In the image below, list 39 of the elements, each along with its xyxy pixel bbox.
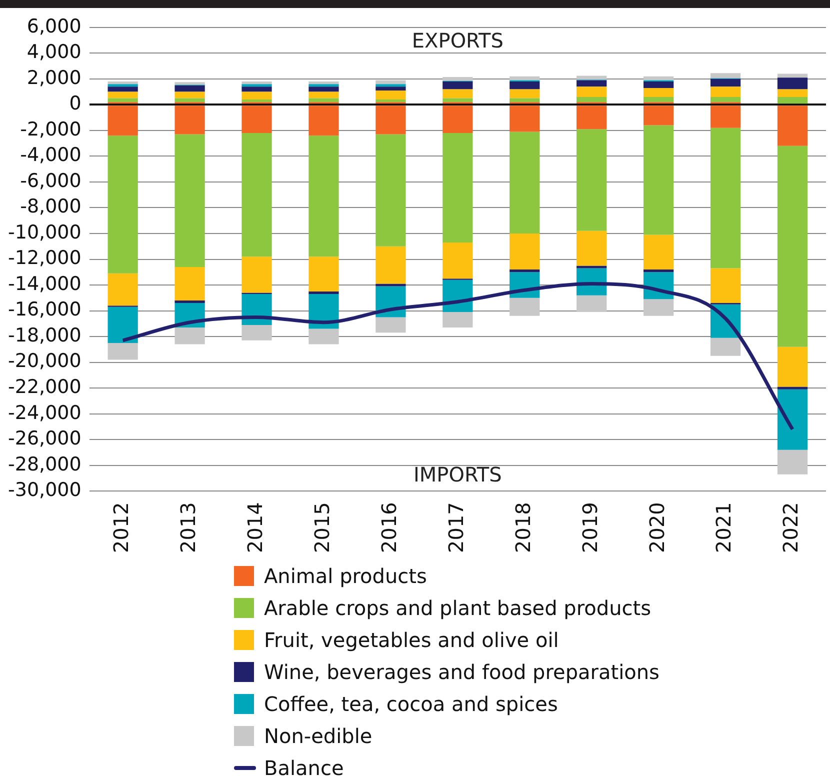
y-tick-label: -30,000 bbox=[8, 479, 82, 502]
x-tick-label: 2018 bbox=[510, 502, 535, 554]
y-tick-label: -8,000 bbox=[20, 196, 82, 218]
legend-label: Balance bbox=[264, 756, 344, 778]
legend-label: Wine, beverages and food preparations bbox=[264, 660, 660, 684]
x-tick-label: 2012 bbox=[109, 502, 134, 554]
y-tick-label: -26,000 bbox=[8, 428, 82, 450]
y-tick-label: 0 bbox=[69, 92, 82, 115]
y-tick-label: -2,000 bbox=[20, 118, 82, 140]
y-tick-label: -18,000 bbox=[8, 324, 82, 346]
y-tick-label: -24,000 bbox=[8, 402, 82, 424]
legend-label: Fruit, vegetables and olive oil bbox=[264, 628, 559, 652]
x-tick-label: 2017 bbox=[444, 502, 468, 554]
x-tick-label: 2019 bbox=[578, 502, 602, 554]
x-tick-label: 2020 bbox=[644, 502, 669, 554]
y-tick-label: -22,000 bbox=[8, 376, 82, 398]
x-tick-label: 2014 bbox=[242, 502, 267, 554]
y-tick-label: -12,000 bbox=[8, 247, 82, 270]
y-tick-label: -16,000 bbox=[8, 298, 82, 321]
y-tick-label: -6,000 bbox=[20, 170, 82, 192]
y-tick-label: -10,000 bbox=[8, 221, 82, 244]
y-tick-label: -20,000 bbox=[8, 350, 82, 372]
x-tick-label: 2015 bbox=[310, 502, 334, 554]
x-tick-label: 2013 bbox=[176, 502, 200, 554]
annotation: IMPORTS bbox=[414, 462, 502, 486]
y-tick-label: 2,000 bbox=[26, 66, 82, 89]
legend-label: Animal products bbox=[264, 564, 427, 588]
y-tick-label: -28,000 bbox=[8, 453, 82, 476]
y-tick-label: 6,000 bbox=[26, 15, 82, 38]
y-tick-label: 4,000 bbox=[26, 41, 82, 64]
legend-label: Non-edible bbox=[264, 724, 372, 748]
legend-label: Coffee, tea, cocoa and spices bbox=[264, 692, 558, 716]
y-tick-label: -14,000 bbox=[8, 272, 82, 295]
x-tick-label: 2016 bbox=[376, 502, 401, 554]
y-tick-label: -4,000 bbox=[20, 144, 82, 166]
x-tick-label: 2022 bbox=[778, 502, 803, 554]
x-tick-label: 2021 bbox=[712, 502, 736, 554]
legend-label: Arable crops and plant based products bbox=[264, 596, 652, 620]
annotation: EXPORTS bbox=[412, 28, 504, 53]
